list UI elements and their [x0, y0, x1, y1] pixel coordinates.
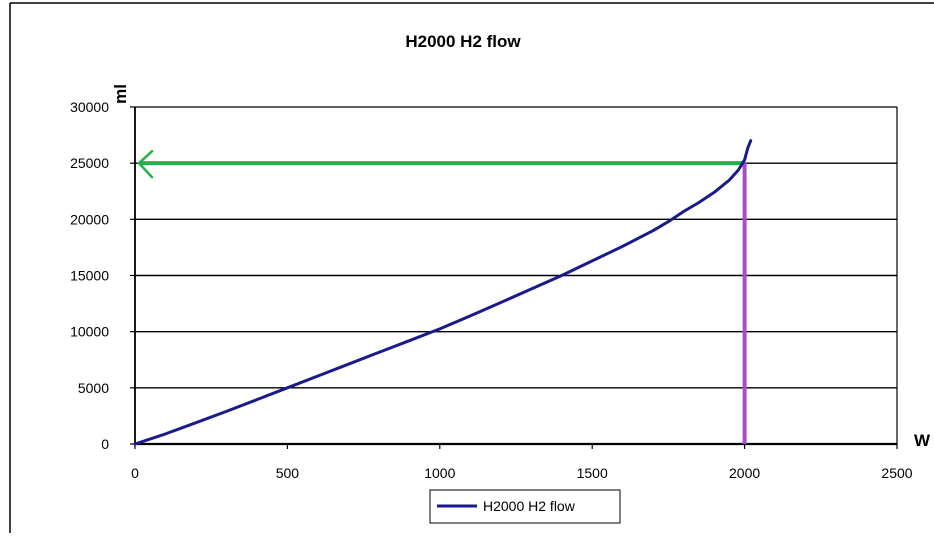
x-tick-label: 1500	[577, 465, 608, 481]
annotations	[137, 149, 747, 444]
x-tick-label: 1000	[424, 465, 455, 481]
gridlines	[135, 162, 897, 389]
x-tick-label: 0	[131, 465, 139, 481]
series-lines	[133, 139, 753, 446]
axes	[130, 106, 898, 449]
x-axis-label: W	[914, 431, 931, 450]
y-tick-label: 10000	[70, 324, 109, 340]
y-tick-label: 5000	[78, 380, 109, 396]
y-tick-label: 0	[101, 436, 109, 452]
legend: H2000 H2 flow	[429, 489, 621, 524]
arrow-head	[137, 149, 154, 179]
legend-label: H2000 H2 flow	[483, 498, 576, 514]
chart-title: H2000 H2 flow	[405, 32, 521, 51]
y-tick-label: 15000	[70, 268, 109, 284]
x-tick-label: 2000	[729, 465, 760, 481]
y-tick-label: 30000	[70, 99, 109, 115]
y-tick-label: 20000	[70, 211, 109, 227]
x-tick-label: 500	[276, 465, 300, 481]
x-tick-label: 2500	[881, 465, 912, 481]
y-axis-label: ml	[111, 84, 130, 104]
tick-labels: 0 5000 10000 15000 20000 25000 30000 0 500 1000 15…	[70, 99, 913, 481]
series-line-h2-flow	[133, 139, 753, 446]
y-tick-label: 25000	[70, 155, 109, 171]
